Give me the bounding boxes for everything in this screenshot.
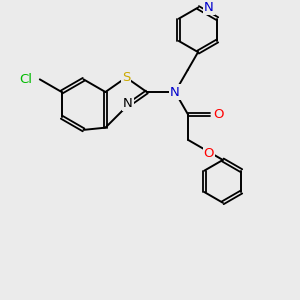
Text: Cl: Cl [20,73,32,86]
Text: N: N [170,85,180,98]
Text: N: N [123,97,133,110]
Text: N: N [204,1,214,14]
Text: O: O [204,147,214,160]
Text: S: S [122,71,130,84]
Text: O: O [213,108,224,121]
